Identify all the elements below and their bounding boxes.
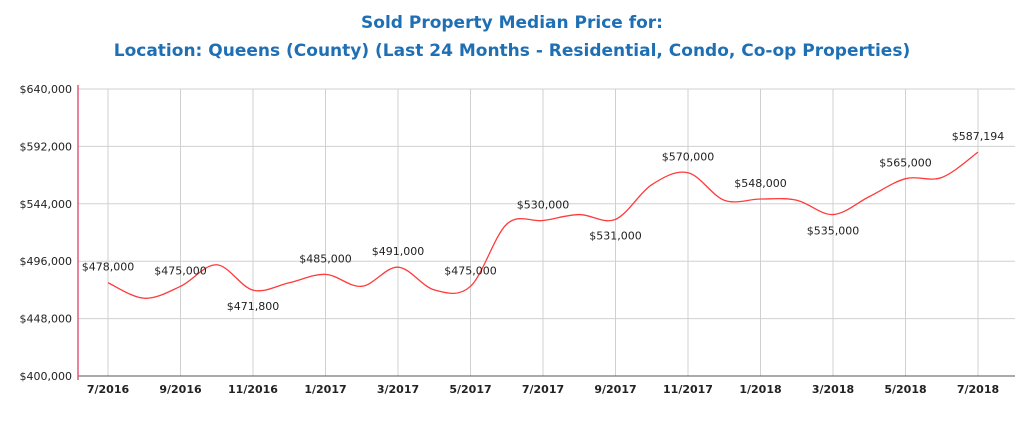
x-tick-label: 1/2017 [304,383,346,396]
x-tick-label: 11/2017 [663,383,713,396]
x-tick-label: 7/2016 [87,383,130,396]
y-tick-label: $448,000 [20,313,73,326]
x-tick-label: 9/2016 [159,383,202,396]
value-label: $570,000 [662,151,715,164]
value-label: $478,000 [82,261,135,274]
y-tick-label: $496,000 [20,255,73,268]
value-label: $485,000 [299,252,352,265]
y-tick-label: $592,000 [20,140,73,153]
x-tick-label: 5/2017 [449,383,491,396]
value-label: $475,000 [154,264,207,277]
value-label: $491,000 [372,245,425,258]
x-tick-label: 7/2017 [522,383,564,396]
x-tick-label: 9/2017 [594,383,636,396]
y-tick-label: $640,000 [20,83,73,96]
line [107,151,979,299]
chart-subtitle: Location: Queens (County) (Last 24 Month… [114,41,910,61]
y-tick-label: $544,000 [20,198,73,211]
value-label: $475,000 [444,264,497,277]
value-label: $565,000 [879,157,932,170]
value-label: $535,000 [807,225,860,238]
x-tick-label: 3/2018 [812,383,854,396]
value-label: $530,000 [517,199,570,212]
y-tick-label: $400,000 [20,370,73,383]
x-tick-label: 11/2016 [228,383,278,396]
chart-title: Sold Property Median Price for: [361,13,663,33]
value-label: $548,000 [734,177,787,190]
value-label: $471,800 [227,300,280,313]
x-tick-label: 7/2018 [957,383,999,396]
x-tick-label: 1/2018 [739,383,781,396]
x-tick-label: 3/2017 [377,383,419,396]
x-tick-label: 5/2018 [884,383,926,396]
value-label: $587,194 [952,130,1005,143]
value-label: $531,000 [589,229,642,242]
